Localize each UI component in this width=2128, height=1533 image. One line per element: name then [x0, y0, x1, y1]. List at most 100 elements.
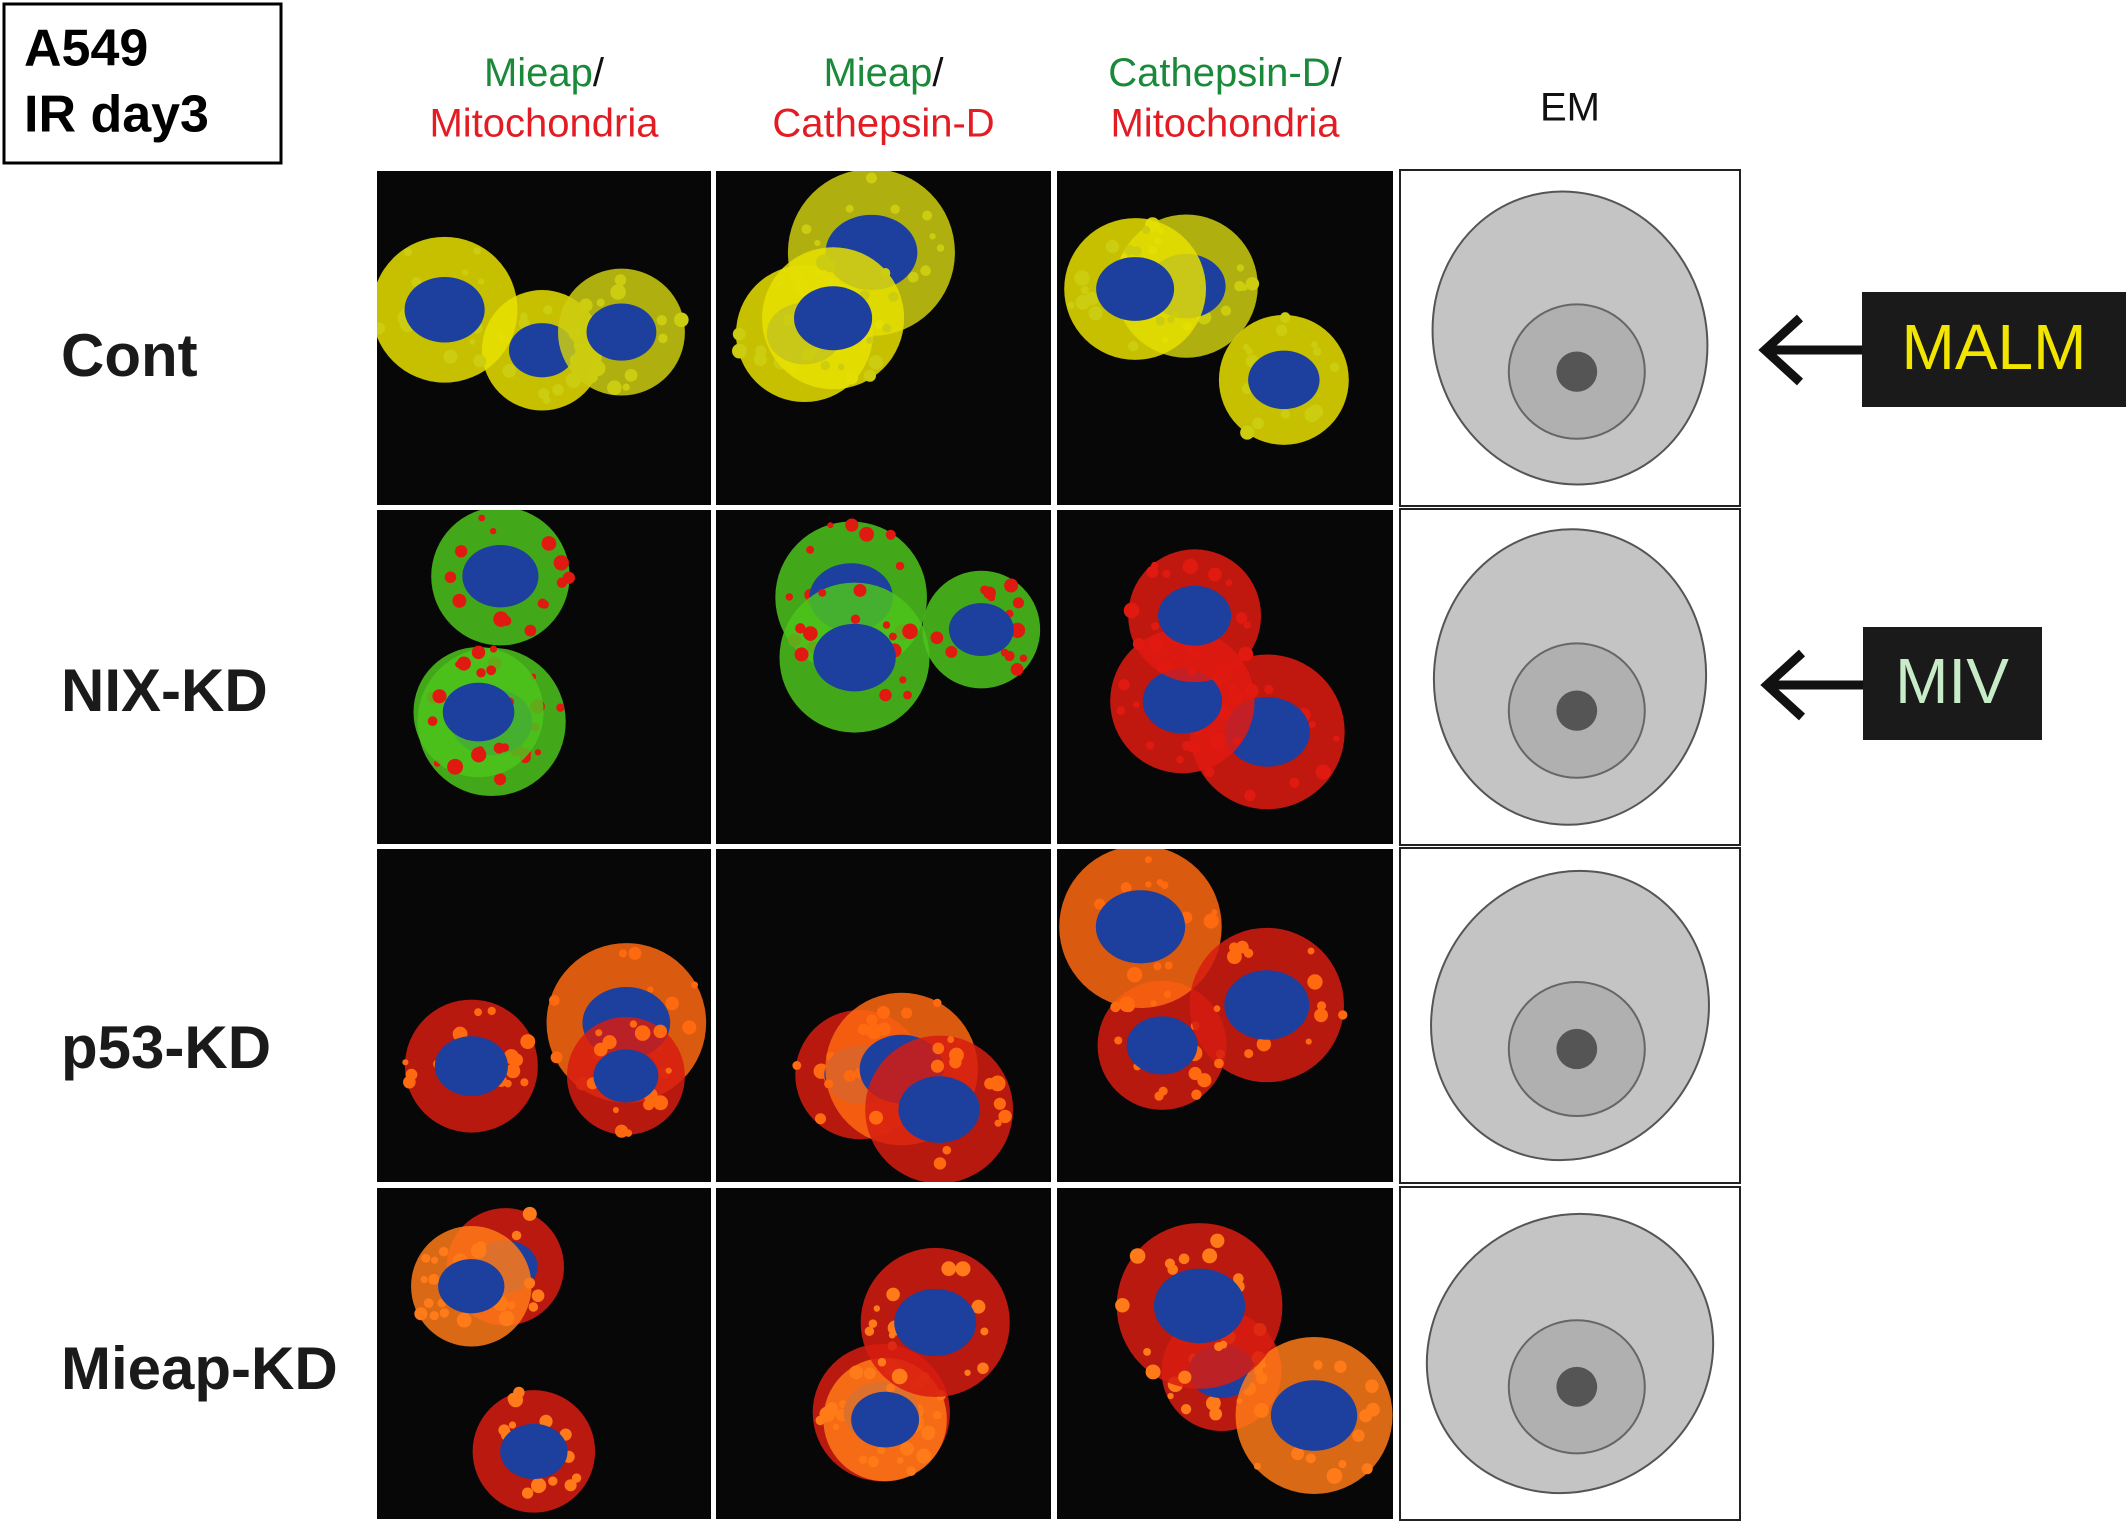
nucleolus	[1556, 690, 1598, 731]
callout-box	[1862, 292, 2126, 407]
granule	[1312, 347, 1322, 356]
micrograph	[1399, 1186, 1741, 1521]
nucleus	[813, 623, 896, 692]
granule	[877, 1357, 887, 1367]
granule	[528, 1302, 539, 1312]
granule	[511, 1230, 522, 1241]
granule	[478, 278, 485, 285]
granule	[895, 561, 905, 571]
granule	[1172, 311, 1180, 318]
granule	[1204, 766, 1215, 778]
granule	[461, 269, 469, 276]
micrograph	[1055, 847, 1395, 1184]
granule	[1094, 898, 1106, 910]
granule	[890, 204, 900, 214]
granule	[595, 1029, 603, 1037]
granule	[579, 298, 593, 313]
granule	[538, 388, 550, 400]
header-top: Cathepsin-D	[1108, 51, 1330, 95]
nucleus	[462, 545, 539, 608]
granule	[814, 239, 821, 247]
row-label: Cont	[61, 322, 198, 389]
granule	[1236, 1397, 1243, 1404]
granule	[980, 585, 990, 595]
granule	[489, 645, 498, 653]
granule	[454, 545, 468, 558]
granule	[610, 284, 626, 300]
granule	[508, 1421, 517, 1429]
granule	[868, 1319, 878, 1328]
granule	[1188, 668, 1196, 676]
granule	[1180, 1403, 1192, 1415]
granule	[801, 347, 816, 362]
granule	[753, 353, 767, 367]
granule	[922, 210, 933, 221]
granule	[444, 571, 457, 583]
granule	[880, 268, 891, 278]
granule	[431, 1256, 439, 1264]
granule	[1256, 1037, 1272, 1052]
granule	[504, 1079, 512, 1088]
granule	[941, 1261, 957, 1277]
granule	[439, 1308, 450, 1318]
granule	[1145, 1364, 1161, 1380]
nucleolus	[1556, 1028, 1598, 1070]
granule	[1000, 648, 1009, 657]
granule	[443, 349, 458, 364]
granule	[824, 1403, 838, 1418]
granule	[455, 661, 462, 668]
micrograph-content	[1400, 509, 1740, 845]
micrograph-content	[1056, 509, 1394, 845]
granule	[1164, 961, 1173, 970]
panel-border	[375, 508, 713, 846]
granule	[1010, 662, 1024, 676]
granule	[864, 1326, 875, 1336]
granule	[843, 1069, 856, 1082]
micrograph-content	[1400, 848, 1740, 1183]
granule	[1114, 1036, 1123, 1045]
panel-grid	[375, 169, 1741, 1521]
granule	[916, 1448, 932, 1464]
granule	[564, 1479, 577, 1492]
header-top: Mieap	[484, 51, 593, 95]
panel-border	[375, 1186, 713, 1521]
granule	[470, 1242, 487, 1259]
granule	[539, 1414, 553, 1429]
panel-border	[1399, 508, 1741, 846]
micrograph-content	[1056, 848, 1394, 1183]
granule	[795, 623, 806, 634]
granule	[1133, 701, 1140, 708]
micrograph	[375, 1186, 713, 1521]
granule	[531, 1477, 547, 1494]
granule	[949, 1056, 962, 1069]
panel-border	[1055, 1186, 1395, 1521]
granule	[845, 204, 854, 213]
granule	[876, 1005, 890, 1019]
granule	[1304, 406, 1320, 423]
granule	[476, 668, 486, 678]
granule	[933, 998, 942, 1008]
granule	[866, 1023, 883, 1040]
granule	[403, 1075, 416, 1089]
column-header: EM	[1540, 86, 1600, 130]
granule	[1178, 1370, 1192, 1384]
granule	[629, 1020, 638, 1028]
granule	[593, 1042, 608, 1057]
granule	[543, 396, 551, 405]
granule	[596, 298, 605, 307]
granule	[1144, 856, 1152, 864]
granule	[550, 1051, 563, 1064]
granule	[1126, 967, 1143, 983]
granule	[469, 338, 476, 345]
granule	[1338, 1460, 1347, 1469]
granule	[977, 1362, 989, 1375]
granule	[888, 632, 897, 641]
granule	[1221, 703, 1230, 713]
granule	[1160, 881, 1169, 890]
granule	[432, 689, 447, 704]
granule	[1361, 1463, 1373, 1475]
panel-border	[714, 1186, 1053, 1521]
granule	[888, 291, 899, 302]
row-label: NIX-KD	[61, 657, 268, 724]
